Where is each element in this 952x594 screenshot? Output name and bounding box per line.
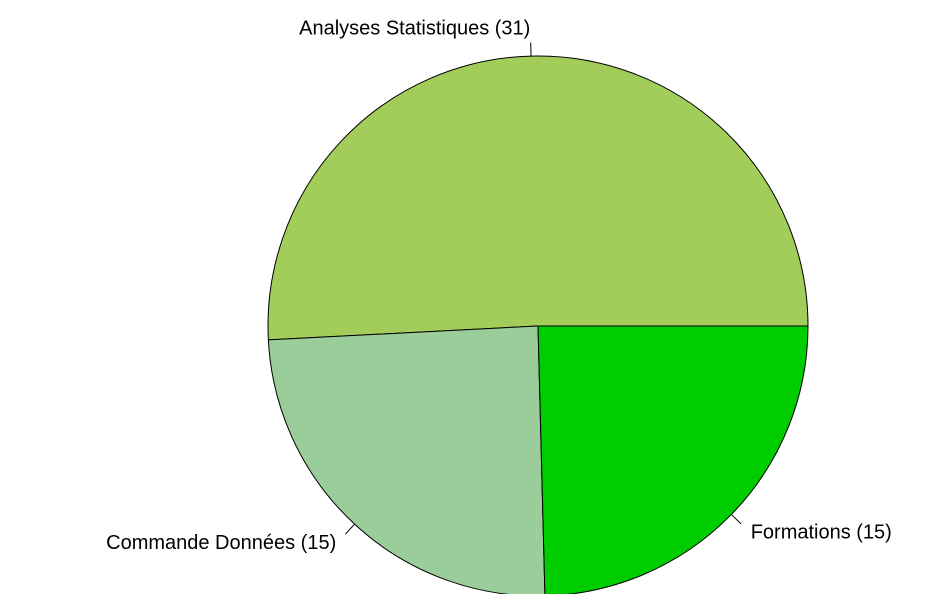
pie-slice — [537, 325, 809, 594]
leader-line — [345, 523, 355, 535]
slice-label: Commande Données (15) — [106, 532, 336, 554]
pie-slice — [267, 55, 809, 341]
leader-line — [731, 514, 742, 525]
slice-label: Formations (15) — [751, 522, 892, 544]
slice-label: Analyses Statistiques (31) — [299, 17, 530, 39]
pie-slice — [267, 325, 546, 594]
